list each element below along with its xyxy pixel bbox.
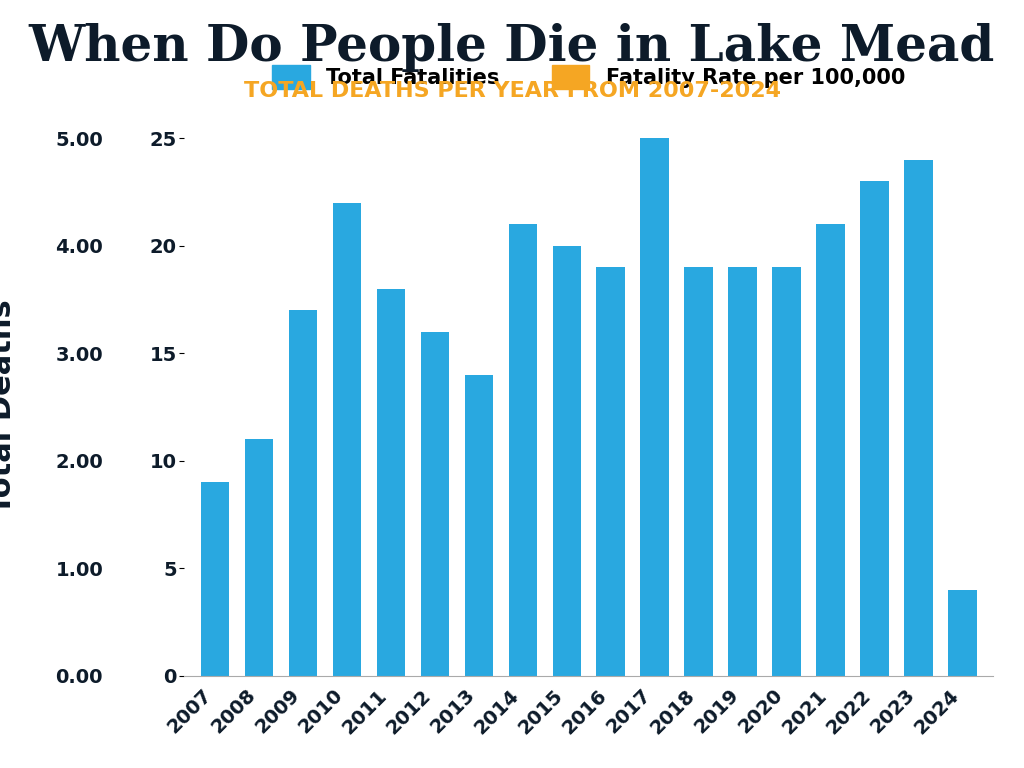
Bar — [289, 310, 317, 676]
Bar — [201, 482, 229, 676]
Legend: Total Fatalities, Fatality Rate per 100,000: Total Fatalities, Fatality Rate per 100,… — [262, 55, 915, 100]
Bar — [333, 203, 361, 676]
Bar — [640, 138, 669, 676]
Bar — [377, 289, 406, 676]
Bar — [816, 224, 845, 676]
Bar — [465, 375, 494, 676]
Bar — [904, 160, 933, 676]
Bar — [684, 267, 713, 676]
Bar — [245, 439, 273, 676]
Bar — [772, 267, 801, 676]
Text: When Do People Die in Lake Mead: When Do People Die in Lake Mead — [29, 23, 995, 72]
Bar — [728, 267, 757, 676]
Bar — [509, 224, 538, 676]
Text: TOTAL DEATHS PER YEAR FROM 2007-2024: TOTAL DEATHS PER YEAR FROM 2007-2024 — [244, 81, 780, 101]
Bar — [948, 590, 977, 676]
Bar — [421, 332, 450, 676]
Y-axis label: Total Deaths: Total Deaths — [0, 300, 17, 515]
Bar — [597, 267, 625, 676]
Bar — [860, 181, 889, 676]
Bar — [553, 246, 581, 676]
